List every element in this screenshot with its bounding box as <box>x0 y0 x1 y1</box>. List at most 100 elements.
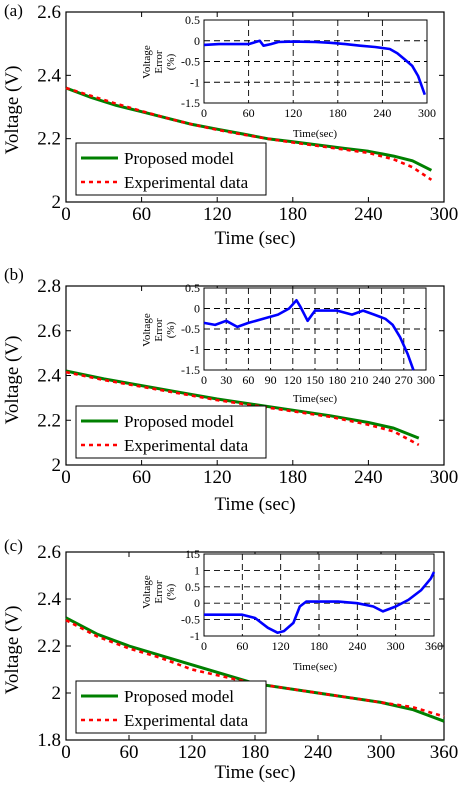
y-tick-label: 2 <box>52 683 62 704</box>
inset-x-tick-label: 120 <box>284 373 302 387</box>
y-axis-label: Voltage (V) <box>2 66 23 155</box>
inset-y-tick-label: 0 <box>194 302 200 316</box>
x-axis-label: Time (sec) <box>214 762 295 783</box>
y-tick-label: 2.2 <box>37 636 61 657</box>
x-tick-label: 240 <box>354 467 383 488</box>
inset-x-tick-label: 270 <box>395 373 413 387</box>
y-tick-label: 2.6 <box>37 542 61 563</box>
y-axis-label: Voltage (V) <box>2 606 23 695</box>
inset-x-tick-label: 240 <box>373 373 391 387</box>
inset-y-tick-label: -1 <box>190 75 200 89</box>
inset-y-tick-label: -0.5 <box>181 322 200 336</box>
inset-y-tick-label: 0 <box>194 34 200 48</box>
y-tick-label: 2.2 <box>37 129 61 150</box>
inset-y-tick-label: -0.5 <box>181 613 200 627</box>
inset-x-tick-label: 300 <box>417 373 435 387</box>
chart-panel-a: (a) 0 60 120 180 240 300 2 2.2 2.4 2.6 Time (sec) Vo… <box>2 1 458 249</box>
inset-frame-border <box>203 19 428 104</box>
inset-x-tick-label: 150 <box>306 373 324 387</box>
series-line-experimental-data <box>65 86 433 181</box>
y-tick-label: 2.2 <box>37 410 61 431</box>
inset-y-axis-label: Voltage Error (%) <box>141 313 177 347</box>
legend-label: Experimental data <box>124 436 249 455</box>
legend-label: Proposed model <box>124 149 234 168</box>
inset-y-label-line: Error <box>153 318 165 342</box>
legend-label: Experimental data <box>124 173 249 192</box>
y-tick-label: 2 <box>52 192 62 213</box>
inset-x-axis-label: Time(sec) <box>293 128 338 140</box>
y-tick-label: 1.8 <box>37 730 61 751</box>
x-tick-label: 60 <box>120 742 139 763</box>
inset-y-tick-label: 0.5 <box>185 281 200 295</box>
inset-y-tick-label: -1.5 <box>181 96 200 110</box>
y-tick-label: 2.4 <box>37 589 61 610</box>
main-axes-frame <box>65 11 445 203</box>
inset-y-tick-label: -1 <box>190 343 200 357</box>
inset-x-axis-label: Time(sec) <box>293 393 338 405</box>
inset-y-label-line: Voltage <box>141 45 153 79</box>
inset-y-tick-label: 0.5 <box>185 13 200 27</box>
inset-x-tick-label: 0 <box>201 106 207 120</box>
panel-label: (b) <box>4 265 24 284</box>
legend-box <box>75 680 267 734</box>
inset-y-axis-label: Voltage Error (%) <box>141 45 177 79</box>
inset-x-tick-label: 300 <box>418 106 436 120</box>
inset-x-tick-label: 180 <box>310 639 328 653</box>
y-tick-label: 2 <box>52 455 62 476</box>
y-tick-label: 2.8 <box>37 276 61 297</box>
panel-label: (c) <box>4 536 23 555</box>
inset-y-label-line: Error <box>153 580 165 604</box>
inset-x-tick-label: 300 <box>387 639 405 653</box>
x-tick-label: 120 <box>203 204 232 225</box>
inset-x-tick-label: 120 <box>284 106 302 120</box>
x-tick-label: 180 <box>241 742 270 763</box>
inset-x-tick-label: 30 <box>220 373 232 387</box>
legend-label: Experimental data <box>124 711 249 730</box>
inset-y-tick-label: 1.5 <box>185 547 200 561</box>
inset-error-line <box>204 571 436 635</box>
y-axis-label: Voltage (V) <box>2 336 23 425</box>
y-tick-label: 2.6 <box>37 2 61 23</box>
inset-y-label-line: Voltage <box>141 575 153 609</box>
legend-box <box>75 142 267 196</box>
inset-y-label-line: (%) <box>165 583 177 600</box>
y-tick-label: 2.4 <box>37 65 61 86</box>
inset-chart: 0.50-0.5-1-1.50 30 60 90 120 150 180 210 240 270 3… <box>141 281 435 405</box>
inset-y-label-line: Voltage <box>141 313 153 347</box>
x-tick-label: 0 <box>61 204 71 225</box>
inset-x-tick-label: 60 <box>236 639 248 653</box>
x-tick-label: 60 <box>132 204 151 225</box>
inset-frame-border <box>203 553 435 637</box>
x-tick-label: 300 <box>367 742 396 763</box>
inset-x-tick-label: 360 <box>425 639 443 653</box>
x-tick-label: 0 <box>61 742 71 763</box>
inset-x-tick-label: 240 <box>373 106 391 120</box>
inset-x-tick-label: 180 <box>328 373 346 387</box>
y-tick-label: 2.4 <box>37 366 61 387</box>
inset-x-tick-label: 240 <box>348 639 366 653</box>
inset-x-tick-label: 120 <box>272 639 290 653</box>
x-tick-label: 0 <box>61 467 71 488</box>
x-tick-label: 240 <box>304 742 333 763</box>
x-tick-label: 300 <box>430 467 459 488</box>
x-tick-label: 60 <box>132 467 151 488</box>
inset-error-line <box>203 298 415 371</box>
inset-x-tick-label: 180 <box>329 106 347 120</box>
x-tick-label: 240 <box>354 204 383 225</box>
inset-y-label-line: (%) <box>165 53 177 70</box>
x-tick-label: 300 <box>430 204 459 225</box>
inset-y-tick-label: -1 <box>190 629 200 643</box>
inset-y-label-line: (%) <box>165 321 177 338</box>
legend-label: Proposed model <box>124 412 234 431</box>
x-tick-label: 360 <box>430 742 459 763</box>
inset-y-tick-label: -1.5 <box>181 363 200 377</box>
x-axis-label: Time (sec) <box>214 494 295 515</box>
panel-label: (a) <box>4 1 23 20</box>
x-tick-label: 120 <box>178 742 207 763</box>
inset-y-tick-label: 0 <box>194 596 200 610</box>
inset-x-tick-label: 0 <box>201 639 207 653</box>
